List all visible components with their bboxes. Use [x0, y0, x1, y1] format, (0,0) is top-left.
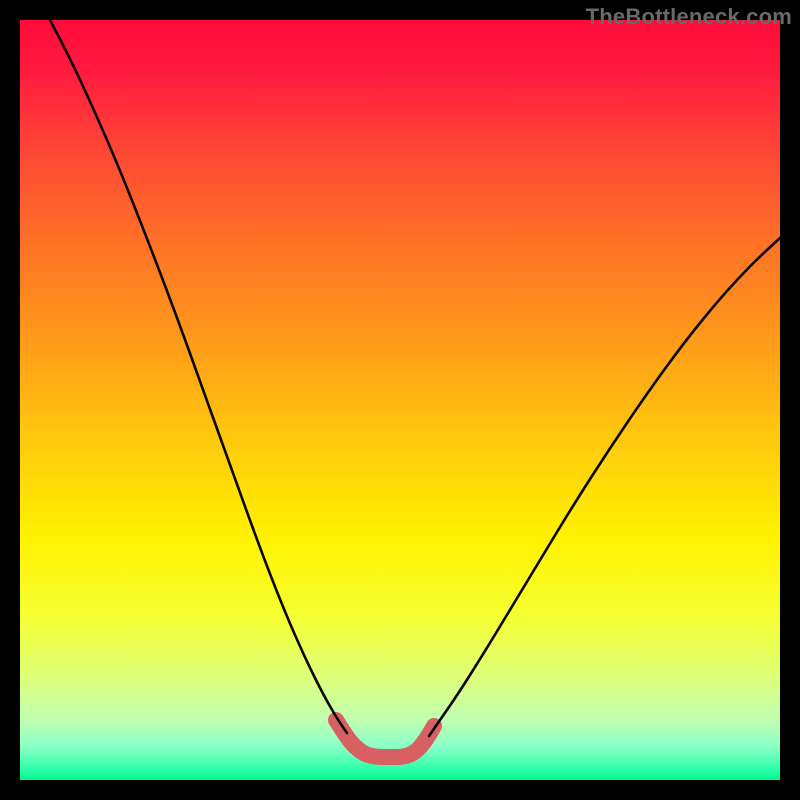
- watermark-text: TheBottleneck.com: [586, 4, 792, 30]
- valley-floor-mark: [336, 720, 434, 757]
- right-bottleneck-curve: [429, 238, 780, 736]
- chart-curves-svg: [20, 20, 780, 780]
- chart-plot-area: [20, 20, 780, 780]
- left-bottleneck-curve: [50, 20, 347, 733]
